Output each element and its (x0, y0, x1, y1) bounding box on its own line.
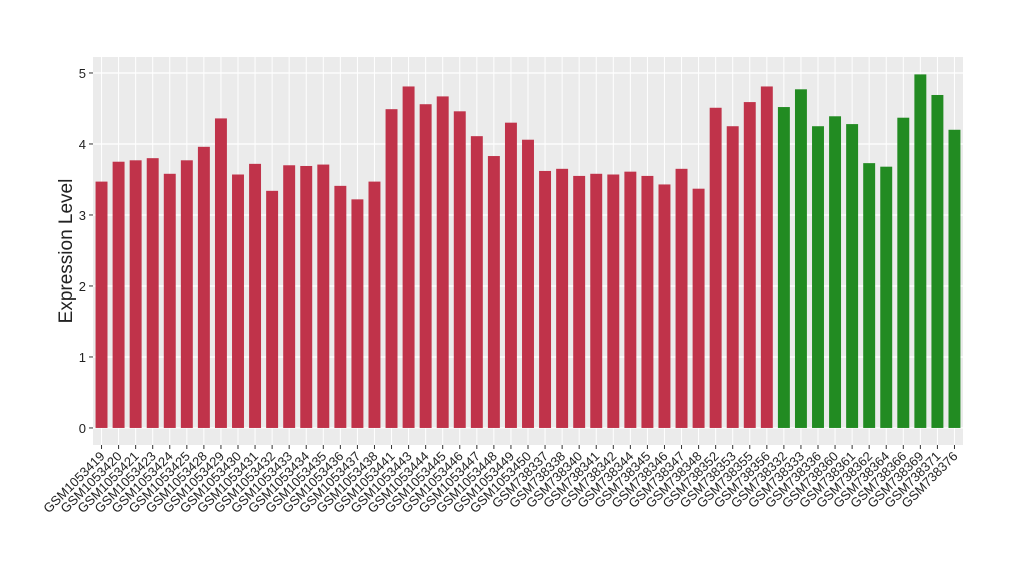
bar (863, 163, 876, 428)
bar (709, 107, 722, 428)
bar (573, 175, 586, 428)
bar (556, 168, 569, 428)
bar (726, 126, 739, 428)
bar (317, 164, 330, 428)
bar (658, 184, 671, 428)
y-tick-label: 1 (79, 350, 86, 365)
bar (402, 86, 415, 428)
bar (590, 173, 603, 428)
bar (351, 199, 364, 428)
bar (112, 161, 125, 428)
bar (743, 102, 756, 428)
bar (385, 109, 398, 428)
bar (504, 122, 517, 428)
bar (197, 146, 210, 428)
bar (129, 160, 142, 428)
bar (777, 107, 790, 428)
bar (419, 104, 432, 428)
bar (163, 173, 176, 428)
bar (368, 181, 381, 428)
bar (180, 160, 193, 428)
bar (470, 136, 483, 428)
bar (794, 89, 807, 428)
bar (607, 174, 620, 428)
y-tick-label: 5 (79, 66, 86, 81)
bar (300, 165, 313, 428)
bar (760, 86, 773, 428)
bar (624, 171, 637, 428)
bar (249, 163, 262, 428)
bar (914, 74, 927, 428)
bar (283, 165, 296, 428)
bar (436, 96, 449, 428)
bar (675, 168, 688, 428)
bar (948, 129, 961, 428)
bar (453, 111, 466, 428)
bar (334, 185, 347, 428)
bar (880, 166, 893, 428)
bar (931, 94, 944, 428)
bar (95, 181, 108, 428)
y-axis-label: Expression Level (56, 179, 77, 324)
y-tick-label: 2 (79, 279, 86, 294)
bar (232, 174, 244, 428)
bar (829, 116, 842, 428)
bar (539, 170, 552, 428)
bar (641, 175, 654, 428)
bar (266, 190, 279, 428)
bar (487, 156, 500, 428)
bar (846, 124, 859, 428)
y-tick-label: 3 (79, 208, 86, 223)
bar (522, 139, 534, 428)
bar (897, 117, 910, 428)
bar (812, 126, 824, 428)
bar (146, 158, 159, 428)
y-tick-label: 4 (79, 137, 86, 152)
bar (214, 118, 227, 428)
bar (692, 188, 705, 428)
y-tick-label: 0 (79, 421, 86, 436)
